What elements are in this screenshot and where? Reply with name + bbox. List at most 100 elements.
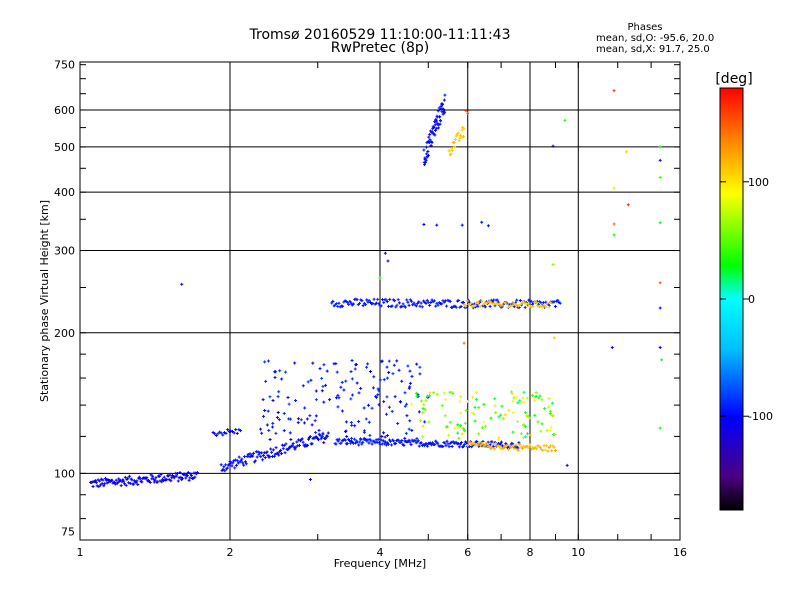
echo-point — [226, 428, 230, 432]
echo-point — [658, 145, 662, 149]
echo-point — [127, 481, 131, 485]
echo-point — [433, 133, 437, 137]
echo-point — [230, 464, 234, 468]
echo-point — [552, 445, 556, 449]
echo-point — [116, 480, 120, 484]
echo-point — [430, 140, 434, 144]
echo-point — [282, 444, 286, 448]
echo-point — [405, 414, 409, 418]
echo-point — [512, 444, 516, 448]
echo-point — [525, 432, 529, 436]
echo-point — [380, 435, 384, 439]
echo-point — [430, 298, 434, 302]
echo-point — [625, 150, 629, 154]
echo-point — [466, 111, 470, 115]
echo-point — [235, 432, 239, 436]
echo-point — [320, 389, 324, 393]
echo-point — [291, 441, 295, 445]
echo-point — [219, 463, 223, 467]
echo-point — [423, 420, 427, 424]
echo-point — [353, 424, 357, 428]
echo-point — [95, 484, 99, 488]
echo-point — [190, 474, 194, 478]
echo-point — [135, 479, 139, 483]
echo-point — [376, 387, 380, 391]
echo-point — [128, 481, 132, 485]
echo-point — [494, 411, 498, 415]
echo-point — [543, 406, 547, 410]
echo-point — [425, 152, 429, 156]
echo-point — [344, 420, 348, 424]
echo-point — [445, 425, 449, 429]
echo-point — [458, 399, 462, 403]
echo-point — [368, 433, 372, 437]
echo-point — [379, 438, 383, 442]
echo-point — [540, 422, 544, 426]
echo-point — [283, 451, 287, 455]
echo-point — [422, 444, 426, 448]
echo-point — [279, 448, 283, 452]
echo-point — [477, 432, 481, 436]
echo-point — [91, 485, 95, 489]
echo-point — [430, 130, 434, 134]
echo-point — [432, 299, 436, 303]
echo-point — [193, 475, 197, 479]
y-tick-label: 100 — [54, 467, 75, 480]
echo-point — [252, 451, 256, 455]
echo-point — [271, 448, 275, 452]
echo-point — [510, 304, 514, 308]
echo-point — [484, 443, 488, 447]
echo-point — [378, 378, 382, 382]
echo-point — [443, 441, 447, 445]
echo-point — [415, 394, 419, 398]
echo-point — [417, 300, 421, 304]
echo-point — [325, 369, 329, 373]
echo-point — [427, 135, 431, 139]
echo-point — [449, 440, 453, 444]
echo-point — [385, 412, 389, 416]
echo-point — [281, 447, 285, 451]
echo-point — [296, 417, 300, 421]
echo-point — [658, 345, 662, 349]
echo-point — [464, 304, 468, 308]
x-tick-label: 4 — [377, 546, 384, 559]
echo-point — [365, 298, 369, 302]
echo-point — [339, 441, 343, 445]
echo-point — [314, 430, 318, 434]
echo-point — [320, 376, 324, 380]
echo-point — [415, 362, 419, 366]
echo-point — [420, 305, 424, 309]
echo-point — [445, 304, 449, 308]
echo-point — [428, 132, 432, 136]
echo-point — [195, 470, 199, 474]
echo-point — [412, 301, 416, 305]
echo-point — [421, 435, 425, 439]
echo-point — [237, 428, 241, 432]
echo-point — [103, 482, 107, 486]
echo-point — [442, 98, 446, 102]
echo-point — [119, 484, 123, 488]
echo-point — [274, 431, 278, 435]
echo-point — [316, 438, 320, 442]
echo-point — [374, 395, 378, 399]
echo-point — [134, 481, 138, 485]
echo-point — [377, 302, 381, 306]
echo-point — [402, 443, 406, 447]
echo-point — [477, 405, 481, 409]
echo-point — [265, 450, 269, 454]
echo-point — [151, 477, 155, 481]
echo-point — [384, 443, 388, 447]
echo-point — [113, 480, 117, 484]
echo-point — [180, 476, 184, 480]
echo-point — [461, 427, 465, 431]
echo-point — [289, 438, 293, 442]
echo-point — [472, 442, 476, 446]
echo-point — [435, 301, 439, 305]
echo-point — [350, 423, 354, 427]
echo-point — [372, 297, 376, 301]
echo-point — [149, 473, 153, 477]
echo-point — [512, 301, 516, 305]
echo-point — [123, 475, 127, 479]
echo-point — [545, 444, 549, 448]
echo-point — [354, 362, 358, 366]
